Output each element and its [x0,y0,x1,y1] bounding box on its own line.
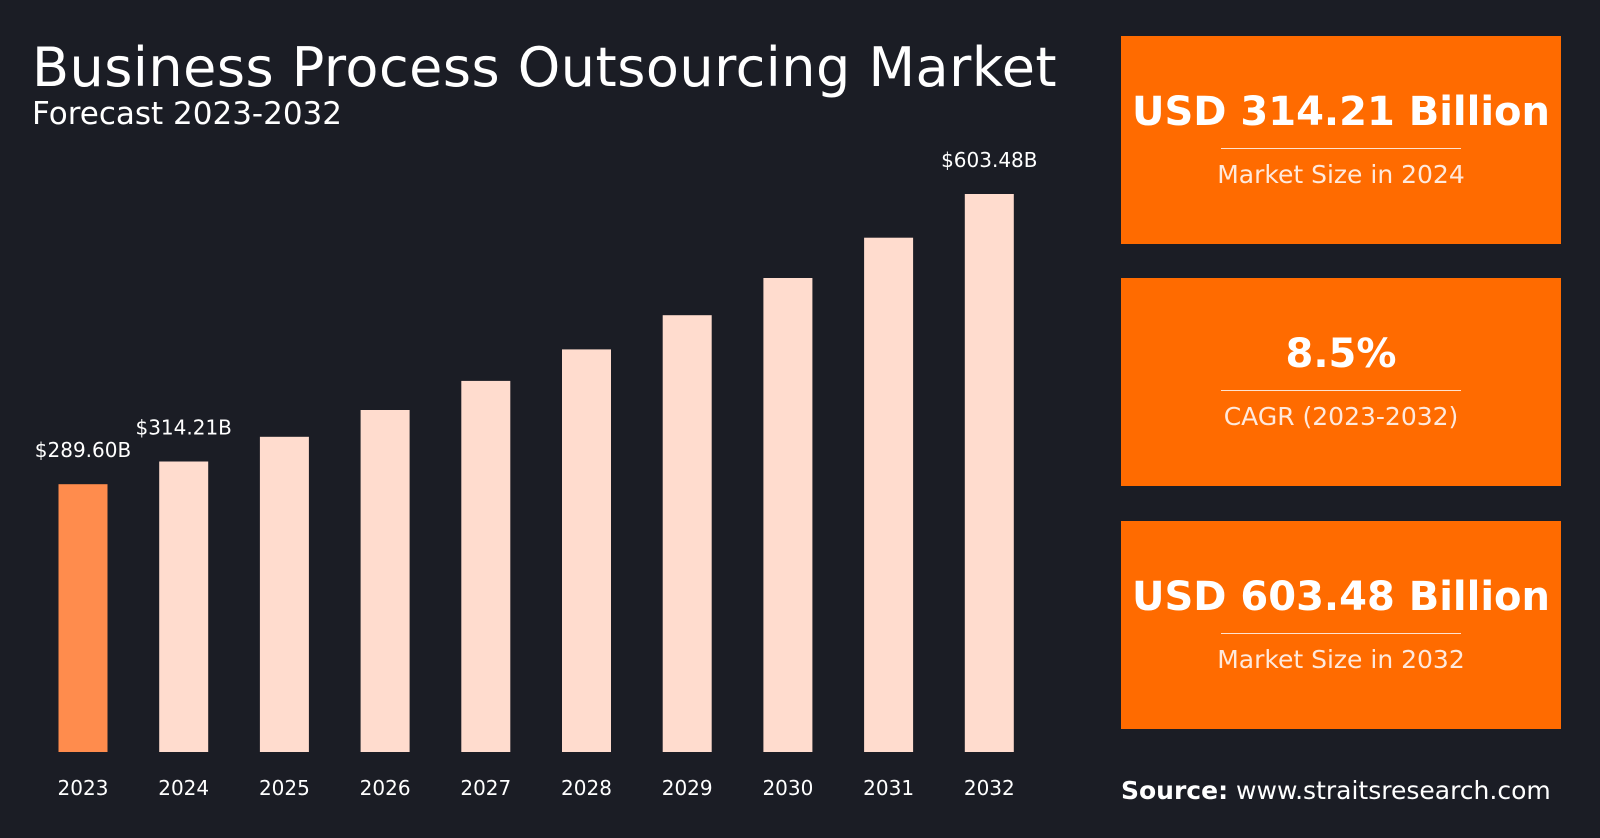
x-tick-2030: 2030 [762,776,813,800]
data-label-2024: $314.21B [135,416,231,440]
card-divider [1221,148,1461,150]
data-label-2023: $289.60B [35,438,131,462]
chart-subtitle: Forecast 2023-2032 [32,96,342,132]
bar-2024 [159,461,209,752]
bar-2028 [562,349,611,752]
card-divider [1221,633,1461,635]
x-tick-2027: 2027 [460,776,511,800]
bar-2029 [662,315,712,752]
market-size-2024-value: USD 314.21 Billion [1132,89,1550,136]
cagr-value: 8.5% [1285,331,1397,378]
bar-2031 [864,237,914,752]
bar-2032 [964,194,1014,752]
source-line: Source: www.straitsresearch.com [1121,776,1551,805]
x-tick-2025: 2025 [259,776,310,800]
source-label: Source: [1121,776,1229,805]
x-tick-2028: 2028 [561,776,612,800]
market-size-2032-card: USD 603.48 Billion Market Size in 2032 [1121,521,1561,729]
market-size-2024-card: USD 314.21 Billion Market Size in 2024 [1121,36,1561,244]
x-tick-2031: 2031 [863,776,914,800]
market-size-2032-caption: Market Size in 2032 [1217,645,1465,675]
source-link[interactable]: www.straitsresearch.com [1236,776,1551,805]
data-label-2032: $603.48B [941,148,1037,172]
card-divider [1221,390,1461,392]
x-tick-2029: 2029 [662,776,713,800]
bar-2030 [763,278,813,752]
x-tick-2026: 2026 [360,776,411,800]
market-size-2024-caption: Market Size in 2024 [1217,160,1465,190]
x-tick-2032: 2032 [964,776,1015,800]
bar-chart: $289.60B 2023 $314.21B 2024 2025 2026 2027 2028… [35,148,1038,800]
cagr-caption: CAGR (2023-2032) [1223,402,1459,432]
bar-2027 [461,380,511,752]
x-tick-2023: 2023 [58,776,109,800]
x-tick-2024: 2024 [158,776,209,800]
bar-2026 [360,410,410,752]
bar-2023 [58,484,108,752]
market-size-2032-value: USD 603.48 Billion [1132,574,1550,621]
chart-title: Business Process Outsourcing Market [32,36,1058,99]
cagr-card: 8.5% CAGR (2023-2032) [1121,278,1561,486]
bar-2025 [259,436,309,752]
